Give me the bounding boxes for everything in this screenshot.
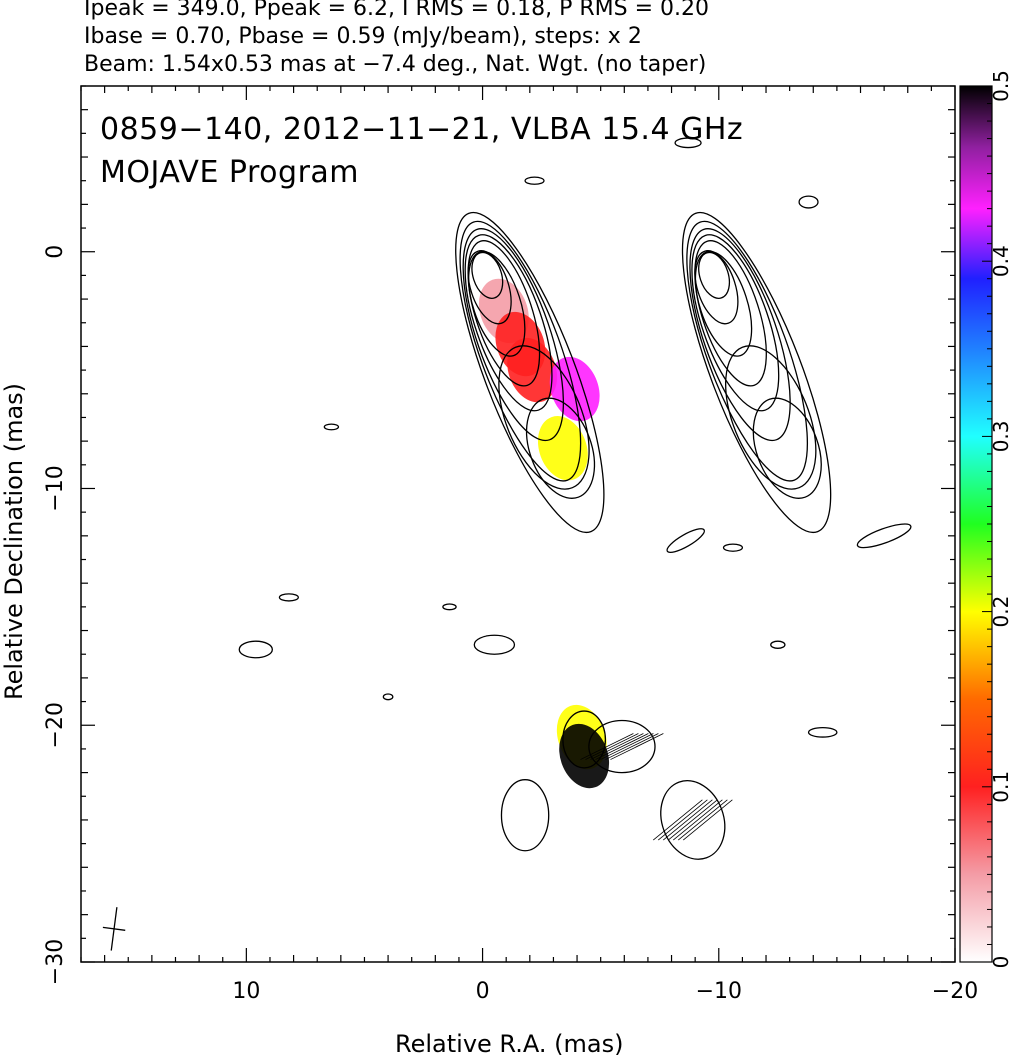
blob-contour-14 [442,603,457,611]
axis-ticks [80,85,956,963]
colorbar-label-0: 0 [989,956,1013,969]
tick-labels: 10 0 −10 −20 0 −10 −20 −30 [43,245,978,1004]
y-tick-label-1: −10 [43,465,68,511]
colorbar-label-1: 0.1 [989,771,1013,803]
x-tick-label-1: 0 [476,979,490,1004]
jet-contour-right-0 [698,251,731,299]
right-blob-hatch-0-3 [595,733,649,760]
right-blob-hatch-1-1 [657,799,708,841]
y-tick-label-3: −30 [43,939,68,985]
jet-contour-right-1 [694,250,739,325]
extended-contour-right-0 [725,345,817,490]
right-blob-hatch-0-5 [605,733,659,760]
jet-contour-right-3 [694,240,767,387]
program-label: MOJAVE Program [100,155,360,190]
polarization-mark-4 [537,416,588,481]
colorbar-label-4: 0.4 [989,245,1013,277]
blob-contour-12 [524,176,545,185]
jet-contour-left-6 [459,220,582,482]
jet-contour-right-6 [686,220,809,482]
blob-contour-8 [722,543,744,552]
extended-contour-left-0 [498,345,590,490]
blob-contour-6 [798,195,819,209]
extended-contour-left-1 [525,397,596,499]
jet-contour-left-7 [455,211,605,534]
source-title: 0859−140, 2012−11−21, VLBA 15.4 GHz [100,112,744,147]
jet-contour-left-0 [471,251,504,299]
right-blob-hatch-0-0 [580,733,634,760]
blob-contour-5 [323,423,340,431]
extended-contour-right-1 [752,397,822,499]
right-blob-hatch-1-0 [652,799,703,841]
blob-contour-2 [473,634,516,655]
blob-contour-10 [807,726,838,738]
header-line-1: Ipeak = 349.0, Ppeak = 6.2, I RMS = 0.18… [84,0,709,21]
colorbar-label-2: 0.2 [989,596,1013,628]
blob-contour-9 [856,523,912,549]
jet-contour-left-3 [467,240,541,387]
right-blob-hatch-0-2 [590,733,644,760]
polarization-mark-7 [559,723,610,789]
polarization-color-layer [464,243,610,789]
right-blob-hatch-1-5 [677,799,728,841]
header-line-3: Beam: 1.54x0.53 mas at −7.4 deg., Nat. W… [84,52,707,77]
blob-contour-7 [666,528,706,554]
right-blob-contour-0 [588,719,656,774]
x-tick-label-0: 10 [232,979,260,1004]
blob-contour-13 [674,137,702,149]
x-tick-label-3: −20 [932,979,978,1004]
colorbar-label-5: 0.5 [989,70,1013,102]
jet-contour-right-4 [691,234,780,412]
blob-contour-11 [770,640,786,649]
jet-contour-right-5 [689,228,791,442]
contour-layer [102,137,912,951]
y-axis-label: Relative Declination (mas) [0,382,28,700]
x-tick-label-2: −10 [696,979,742,1004]
right-blob-contour-1 [660,780,726,860]
right-blob-hatch-0-6 [610,733,664,760]
header-line-2: Ibase = 0.70, Pbase = 0.59 (mJy/beam), s… [84,24,642,49]
right-blob-hatch-1-3 [667,799,718,841]
jet-contour-left-5 [462,228,565,442]
blob-contour-0 [562,710,607,769]
y-tick-label-0: 0 [43,245,68,259]
right-blob-hatch-0-4 [600,733,654,760]
colorbar-labels: 0 0.1 0.2 0.3 0.4 0.5 [989,70,1013,968]
jet-contour-left-4 [464,234,553,412]
blob-contour-3 [238,640,273,659]
x-axis-label: Relative R.A. (mas) [395,1030,624,1058]
blob-contour-1 [500,779,550,852]
right-blob-hatch-1-4 [672,799,723,841]
jet-contour-left-1 [467,250,512,325]
colorbar [959,85,993,963]
jet-contour-right-7 [681,211,832,534]
right-blob-hatch-1-2 [662,799,713,841]
blob-contour-15 [382,693,394,701]
right-blob-hatch-1-6 [682,799,733,841]
beam-minor-axis [102,926,126,931]
colorbar-label-3: 0.3 [989,420,1013,452]
blob-contour-4 [278,593,299,602]
y-tick-label-2: −20 [43,702,68,748]
colorbar-ticks [982,85,992,963]
plot-frame [80,85,956,963]
right-blob-hatch-0-1 [585,733,639,760]
